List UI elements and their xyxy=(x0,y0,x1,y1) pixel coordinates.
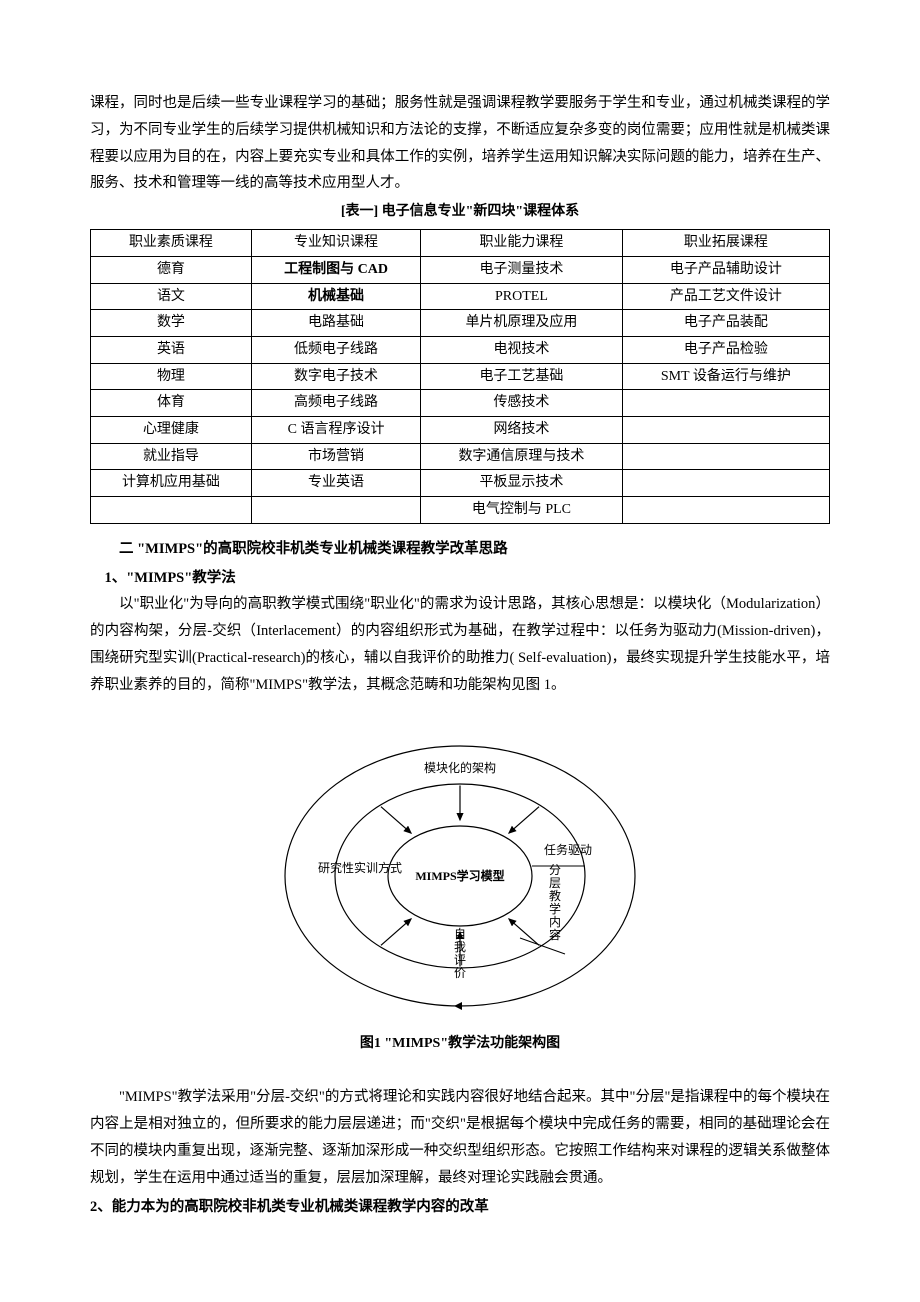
table-cell: 体育 xyxy=(91,390,252,417)
table-cell: 电子测量技术 xyxy=(421,256,622,283)
table-cell: 单片机原理及应用 xyxy=(421,310,622,337)
svg-text:容: 容 xyxy=(549,927,561,942)
svg-text:内: 内 xyxy=(549,915,561,929)
figure-caption: 图1 "MIMPS"教学法功能架构图 xyxy=(90,1031,830,1057)
table-cell xyxy=(251,497,420,524)
table-cell: 电气控制与 PLC xyxy=(421,497,622,524)
table-cell: SMT 设备运行与维护 xyxy=(622,363,829,390)
table-cell xyxy=(91,497,252,524)
table-header-cell: 专业知识课程 xyxy=(251,230,420,257)
table-cell: 市场营销 xyxy=(251,443,420,470)
svg-text:学: 学 xyxy=(549,901,561,916)
table-cell: 英语 xyxy=(91,336,252,363)
table-cell: 计算机应用基础 xyxy=(91,470,252,497)
svg-text:价: 价 xyxy=(454,966,466,980)
table-cell: 语文 xyxy=(91,283,252,310)
table-cell: 产品工艺文件设计 xyxy=(622,283,829,310)
table-cell: 数学 xyxy=(91,310,252,337)
table-cell xyxy=(622,416,829,443)
table-cell: 电子工艺基础 xyxy=(421,363,622,390)
table-cell xyxy=(622,497,829,524)
table-cell: 电视技术 xyxy=(421,336,622,363)
table-cell: C 语言程序设计 xyxy=(251,416,420,443)
table-cell: PROTEL xyxy=(421,283,622,310)
svg-text:自: 自 xyxy=(454,927,466,941)
table-cell: 物理 xyxy=(91,363,252,390)
table-cell: 电子产品辅助设计 xyxy=(622,256,829,283)
svg-text:我: 我 xyxy=(454,940,466,954)
svg-text:分: 分 xyxy=(549,863,561,877)
table-header-cell: 职业拓展课程 xyxy=(622,230,829,257)
paragraph-2: "MIMPS"教学法采用"分层-交织"的方式将理论和实践内容很好地结合起来。其中… xyxy=(90,1084,830,1191)
table-row: 语文机械基础PROTEL产品工艺文件设计 xyxy=(91,283,830,310)
table-cell xyxy=(622,390,829,417)
table-caption: [表一] 电子信息专业"新四块"课程体系 xyxy=(90,199,830,225)
mimps-diagram: MIMPS学习模型模块化的架构研究性实训方式 任务驱动自我评价 分层教学内容 xyxy=(270,721,650,1021)
svg-text:教: 教 xyxy=(549,888,561,903)
intro-paragraph: 课程，同时也是后续一些专业课程学习的基础；服务性就是强调课程教学要服务于学生和专… xyxy=(90,90,830,197)
svg-text:层: 层 xyxy=(549,876,561,890)
svg-text:模块化的架构: 模块化的架构 xyxy=(424,760,496,775)
table-header-cell: 职业能力课程 xyxy=(421,230,622,257)
section-2-1-title: 1、"MIMPS"教学法 xyxy=(90,565,830,592)
table-cell: 工程制图与 CAD xyxy=(251,256,420,283)
table-row: 英语低频电子线路电视技术电子产品检验 xyxy=(91,336,830,363)
svg-text:MIMPS学习模型: MIMPS学习模型 xyxy=(415,868,504,883)
table-row: 数学电路基础单片机原理及应用电子产品装配 xyxy=(91,310,830,337)
table-row: 物理数字电子技术电子工艺基础SMT 设备运行与维护 xyxy=(91,363,830,390)
table-cell: 传感技术 xyxy=(421,390,622,417)
section-2-1-body: 以"职业化"为导向的高职教学模式围绕"职业化"的需求为设计思路，其核心思想是：以… xyxy=(90,591,830,698)
svg-text:研究性实训方式: 研究性实训方式 xyxy=(318,860,402,875)
section-2-title: 二 "MIMPS"的高职院校非机类专业机械类课程教学改革思路 xyxy=(90,536,830,563)
svg-text:评: 评 xyxy=(454,953,466,967)
table-cell: 电子产品检验 xyxy=(622,336,829,363)
table-row: 体育高频电子线路传感技术 xyxy=(91,390,830,417)
table-cell: 机械基础 xyxy=(251,283,420,310)
table-cell: 专业英语 xyxy=(251,470,420,497)
table-row: 心理健康C 语言程序设计网络技术 xyxy=(91,416,830,443)
table-cell: 数字通信原理与技术 xyxy=(421,443,622,470)
table-cell: 网络技术 xyxy=(421,416,622,443)
table-cell: 平板显示技术 xyxy=(421,470,622,497)
svg-text:任务驱动: 任务驱动 xyxy=(544,842,592,857)
table-cell xyxy=(622,443,829,470)
table-cell: 心理健康 xyxy=(91,416,252,443)
table-row: 德育工程制图与 CAD电子测量技术电子产品辅助设计 xyxy=(91,256,830,283)
course-table: 职业素质课程专业知识课程职业能力课程职业拓展课程 德育工程制图与 CAD电子测量… xyxy=(90,229,830,524)
table-cell: 电子产品装配 xyxy=(622,310,829,337)
table-cell: 德育 xyxy=(91,256,252,283)
table-row: 电气控制与 PLC xyxy=(91,497,830,524)
table-row: 就业指导市场营销数字通信原理与技术 xyxy=(91,443,830,470)
section-2-2-title: 2、能力本为的高职院校非机类专业机械类课程教学内容的改革 xyxy=(90,1194,830,1221)
table-header-cell: 职业素质课程 xyxy=(91,230,252,257)
table-cell: 低频电子线路 xyxy=(251,336,420,363)
table-cell: 数字电子技术 xyxy=(251,363,420,390)
table-cell: 就业指导 xyxy=(91,443,252,470)
table-cell xyxy=(622,470,829,497)
table-cell: 高频电子线路 xyxy=(251,390,420,417)
table-row: 计算机应用基础专业英语平板显示技术 xyxy=(91,470,830,497)
table-cell: 电路基础 xyxy=(251,310,420,337)
